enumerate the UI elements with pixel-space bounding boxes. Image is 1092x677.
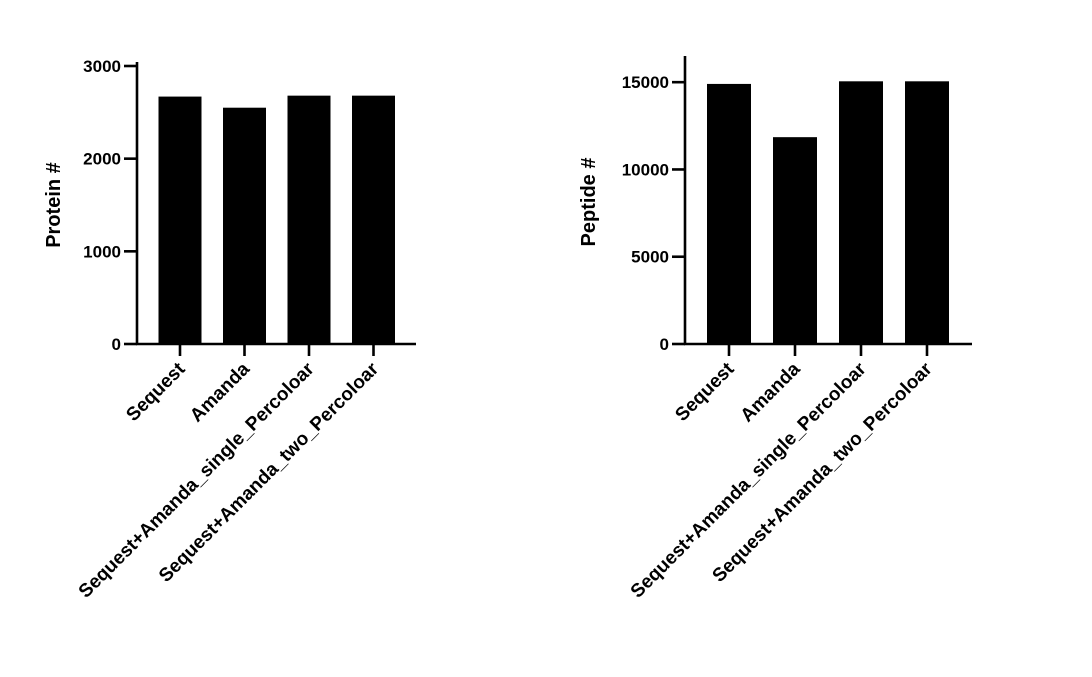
y-tick-label: 2000 [83, 150, 121, 169]
bar-sequest [158, 96, 202, 344]
x-tick-label: Sequest+Amanda_single_Percoloar [627, 358, 871, 602]
y-tick-label: 3000 [83, 57, 121, 76]
x-tick-label: Amanda [186, 358, 254, 426]
bar-sequest-amanda-two-percoloar [352, 95, 395, 344]
bar-amanda [223, 107, 266, 344]
bar-sequest-amanda-two-percoloar [905, 81, 949, 345]
bar-sequest-amanda-single-percoloar [287, 95, 331, 344]
y-tick-label: 15000 [622, 73, 669, 92]
y-axis-title: Protein # [43, 162, 65, 248]
bar-amanda [773, 137, 817, 344]
y-tick-label: 1000 [83, 242, 121, 261]
bar-sequest-amanda-single-percoloar [839, 81, 883, 345]
y-tick-label: 10000 [622, 160, 669, 179]
x-tick-label: Sequest+Amanda_single_Percoloar [75, 358, 319, 602]
y-axis-title: Peptide # [578, 158, 600, 247]
x-tick-label: Sequest [122, 358, 190, 426]
y-tick-label: 0 [660, 335, 669, 354]
protein-chart: 0 1000 2000 3000 SequestAmandaSequest+Amanda… [43, 57, 416, 602]
bar-sequest [707, 83, 751, 344]
y-tick-label: 5000 [631, 248, 669, 267]
peptide-chart: 0 5000 10000 15000 SequestAmandaSequest+Aman… [578, 56, 972, 602]
x-tick-label: Amanda [737, 358, 805, 426]
x-tick-label: Sequest [671, 358, 739, 426]
y-tick-label: 0 [112, 335, 121, 354]
